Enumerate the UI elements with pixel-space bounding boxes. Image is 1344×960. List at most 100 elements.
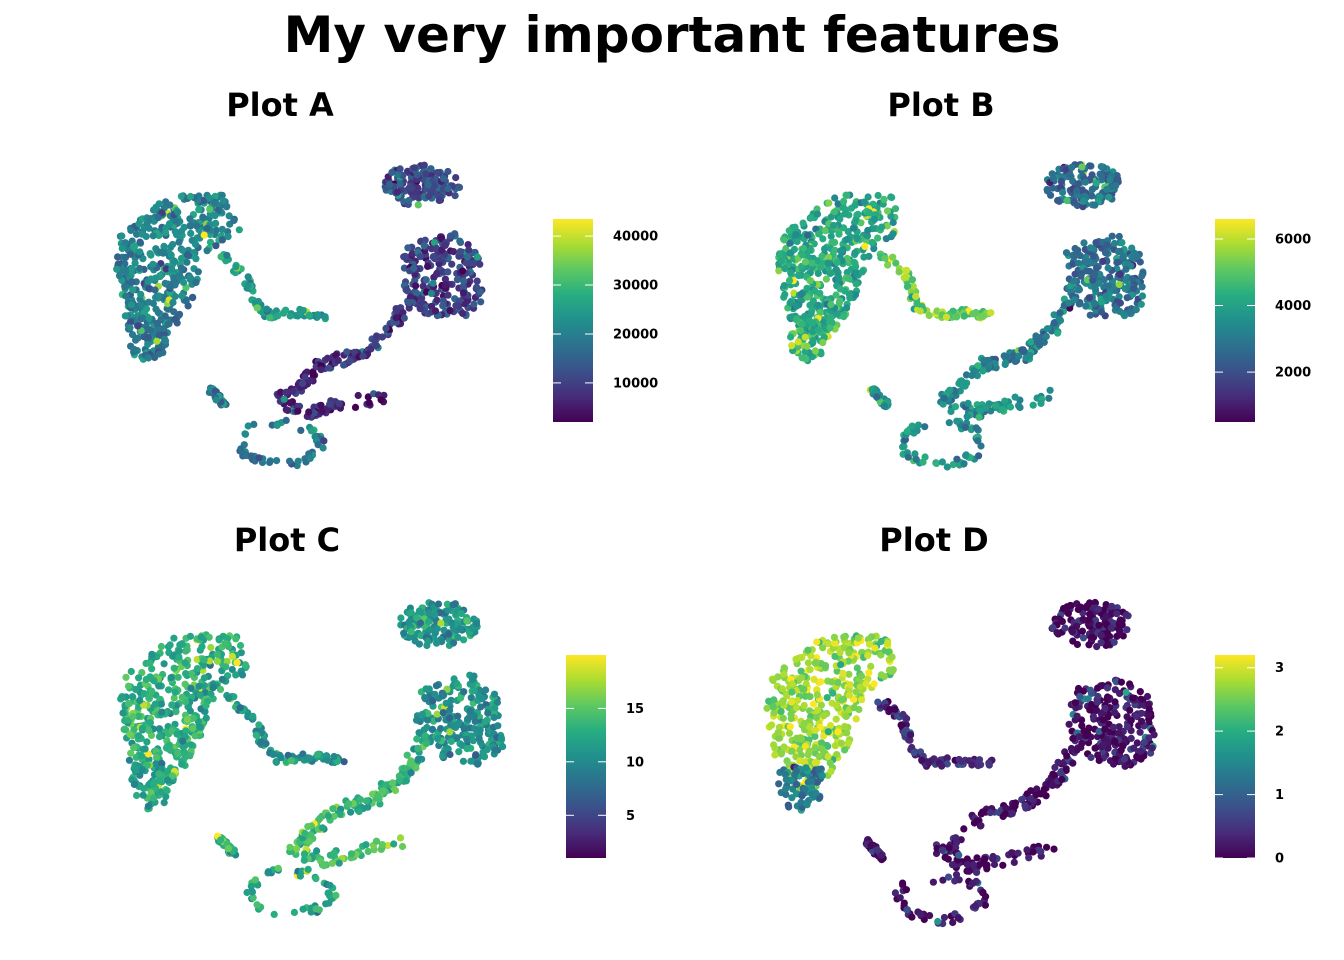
plot-b-point [863,232,872,240]
plot-d-point [770,696,778,704]
plot-b-point [998,405,1006,414]
plot-b-point [1083,276,1091,284]
plot-a-point [235,226,243,234]
plot-b-point [1020,348,1028,356]
plot-a-point [446,307,454,315]
plot-d-point [850,704,858,712]
plot-a-point [127,226,135,235]
plot-b-point [1049,174,1057,183]
plot-d-point [763,704,771,712]
plot-b-point [1042,332,1050,340]
plot-d-point [1097,639,1105,647]
plot-c-point [454,633,462,642]
plot-d-point [854,634,862,642]
plot-b-point [1078,186,1086,194]
plot-b-point [850,258,858,266]
plot-c-point [414,755,422,764]
plot-b-point [933,307,941,315]
plot-d-point [815,766,823,774]
plot-d-point [1063,603,1071,611]
plot-c-point [431,690,439,698]
plot-c-point [145,693,153,701]
plot-a-point [410,164,418,172]
plot-b-point [1098,172,1106,181]
plot-b-point [831,208,839,216]
plot-d-point [792,655,800,663]
plot-b-point [1119,310,1127,318]
plot-b-point [982,404,990,412]
plot-c-point [304,823,312,831]
plot-a-point [350,348,359,356]
plot-b-point [1073,187,1081,195]
plot-b-point [953,417,961,425]
plot-d-point [1136,688,1144,696]
plot-d-point [797,667,805,675]
plot-a-point [177,192,185,200]
plot-b-point [1122,265,1130,273]
plot-a-point [416,253,424,261]
plot-c-point [253,901,261,909]
plot-c-point [437,619,445,627]
plot-a-point [183,258,191,266]
plot-b-point [903,427,911,436]
plot-b-point [869,200,877,208]
plot-b-point [908,422,916,430]
plot-b-point [809,319,817,327]
plot-c-point [200,674,208,682]
plot-c-point [137,752,145,760]
plot-d-point [853,664,861,672]
plot-a-point [169,240,177,249]
plot-a-point [136,248,144,256]
plot-a-point [382,324,390,332]
plot-c-point [418,710,426,718]
plot-a-point [180,223,188,231]
plot-d-point [1111,686,1119,694]
plot-d-point [1042,792,1050,800]
plot-c-point [446,706,454,715]
plot-c-point [424,618,433,626]
plot-c-point [163,768,171,776]
plot-a-point [155,350,163,358]
plot-d-point [804,659,813,667]
plot-b-point [921,423,929,431]
plot-c-point [306,754,314,763]
plot-d-point [926,912,934,920]
plot-c-point [299,750,307,758]
plot-a-point [186,192,195,201]
plot-c-point [474,760,482,768]
plot-b-point [979,367,987,375]
plot-c-point [274,864,282,872]
plot-b-point [811,347,820,355]
plot-d-point [1101,725,1109,733]
plot-d-point [874,698,882,706]
plot-a-point [160,325,168,333]
plot-a-point [151,286,159,294]
plot-d-point [793,780,801,789]
plot-c-point [207,643,215,652]
plot-d-point [965,867,973,875]
plot-c-point [316,814,324,823]
plot-b-point [968,371,976,380]
plot-a-point [429,253,438,261]
plot-a-colorbar-tick-label: 10000 [613,376,658,391]
plot-b-point [1057,177,1065,186]
plot-b-point [1022,354,1030,362]
plot-c-point [457,610,465,618]
plot-b-point [992,402,1000,410]
plot-b-point [801,333,809,341]
plot-b-point [1074,180,1082,188]
plot-b-point [1059,188,1067,196]
plot-c-point [158,708,166,716]
plot-a-point [118,232,126,240]
plot-b-point [975,413,983,421]
plot-a-point [359,352,367,360]
plot-b-point [881,254,889,262]
plot-b-point [858,268,866,276]
figure-title: My very important features [283,6,1061,64]
plot-b-point [1032,332,1040,340]
plot-d-point [1126,706,1134,714]
plot-b-point [1070,253,1078,261]
plot-c-point [213,657,222,665]
